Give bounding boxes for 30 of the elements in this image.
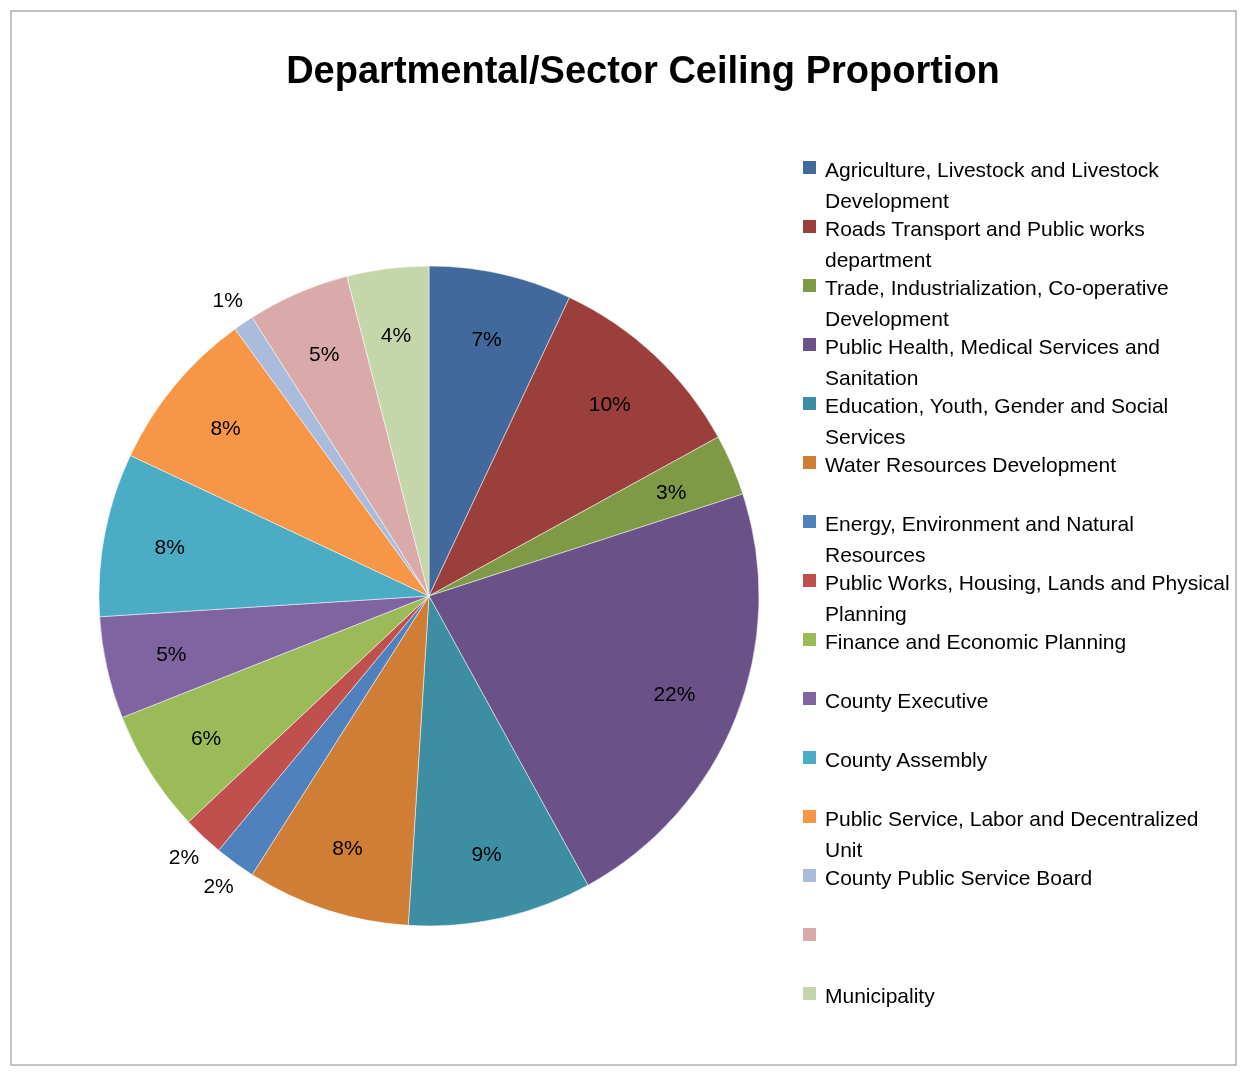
legend-label: Agriculture, Livestock and Livestock Development <box>825 157 1160 212</box>
legend-label: Finance and Economic Planning <box>825 629 1127 653</box>
data-label: 22% <box>653 681 696 705</box>
legend-label: County Executive <box>825 688 989 712</box>
data-label: 9% <box>471 842 502 866</box>
legend-label: County Public Service Board <box>825 865 1093 889</box>
data-label: 2% <box>168 845 200 869</box>
legend-label: Water Resources Development <box>825 452 1117 476</box>
data-label: 5% <box>156 642 187 666</box>
data-label: 8% <box>332 835 363 859</box>
data-label: 8% <box>154 535 185 559</box>
data-label: 2% <box>203 874 234 898</box>
data-label: 4% <box>380 322 412 346</box>
legend-label: Education, Youth, Gender and Social Services <box>825 393 1169 448</box>
legend-label: Municipality <box>825 983 936 1007</box>
chart-title: Departmental/Sector Ceiling Proportion <box>286 49 1000 91</box>
legend-label: Public Service, Labor and Decentralized Unit <box>825 806 1199 861</box>
legend-label: Public Health, Medical Services and Sanitation <box>825 334 1160 389</box>
legend-label: Trade, Industrialization, Co-operative Development <box>825 275 1169 330</box>
legend-label: Energy, Environment and Natural Resources <box>825 511 1134 566</box>
data-label: 3% <box>656 479 687 503</box>
data-label: 6% <box>190 725 222 749</box>
data-label: 5% <box>308 342 340 366</box>
data-label: 10% <box>588 392 631 416</box>
legend-label: Public Works, Housing, Lands and Physical Planning <box>825 570 1230 625</box>
legend-label: County Assembly <box>825 747 988 771</box>
data-label: 8% <box>210 416 241 440</box>
legend-label: Roads Transport and Public works department <box>825 216 1145 271</box>
data-label: 7% <box>471 326 502 350</box>
data-label: 1% <box>212 288 243 312</box>
